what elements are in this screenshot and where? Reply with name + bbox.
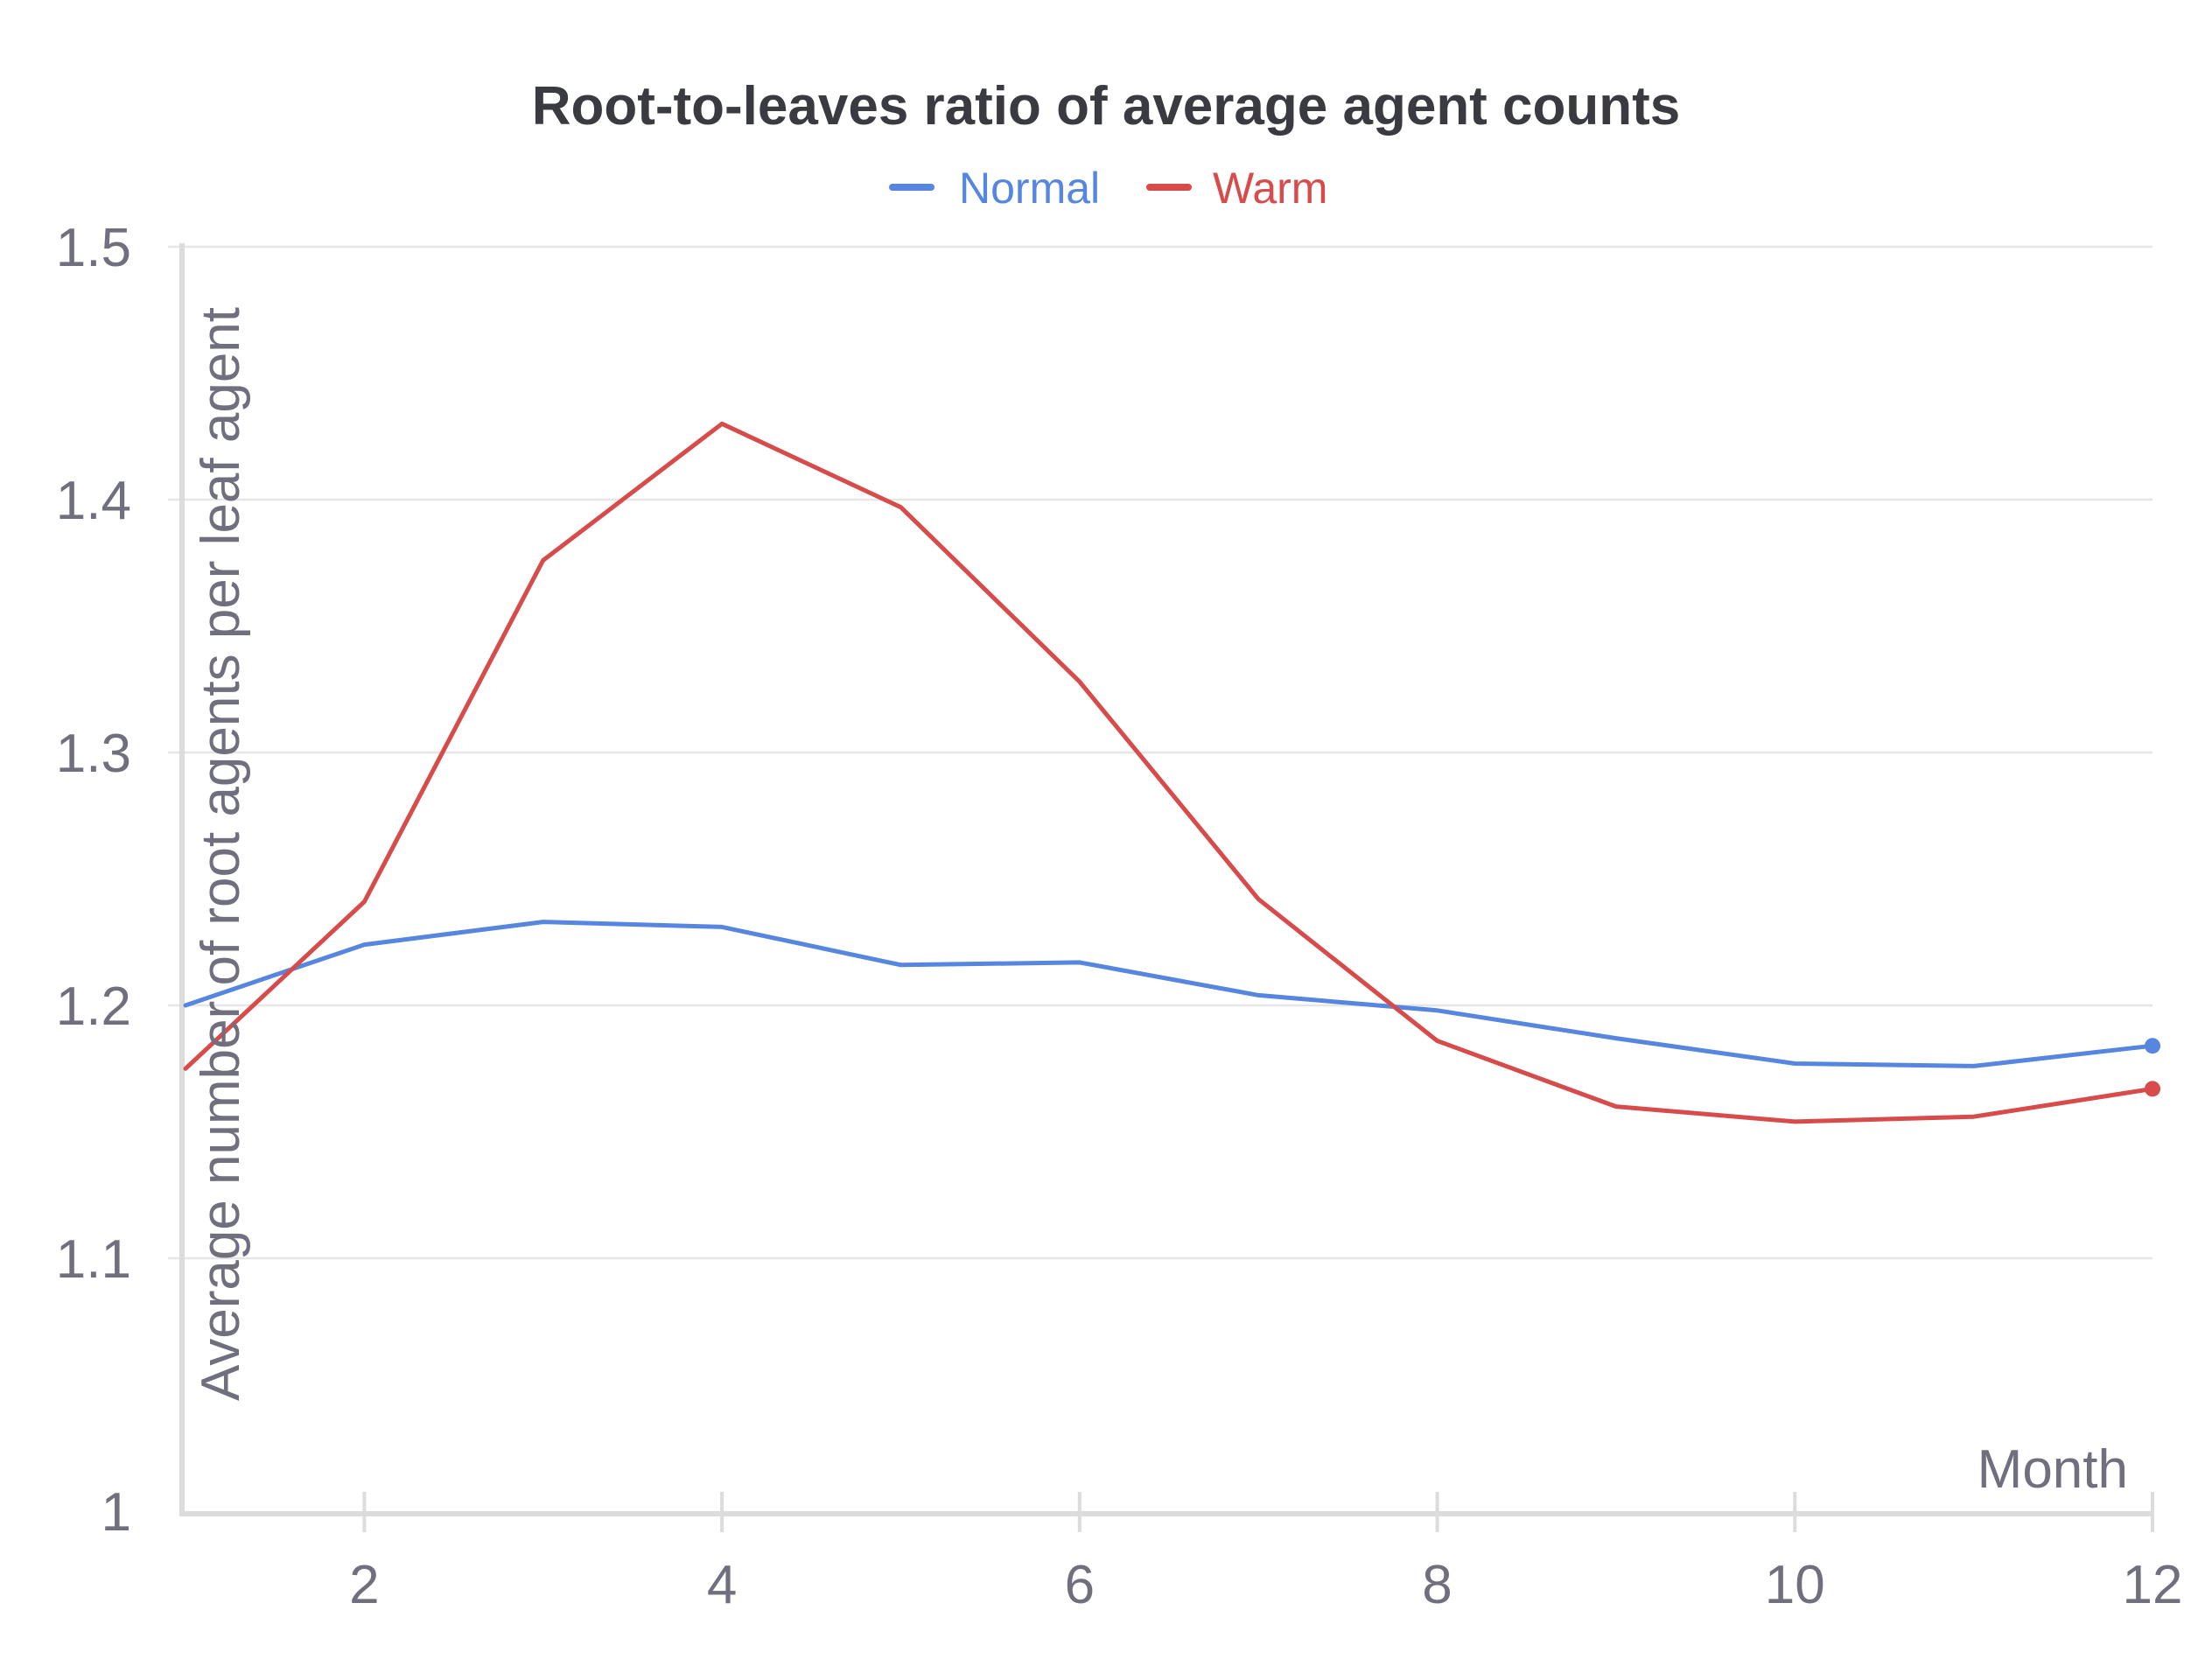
x-tick-label: 6 <box>1065 1555 1095 1615</box>
series-line-normal <box>183 920 2155 1068</box>
legend-label-normal: Normal <box>959 164 1100 213</box>
y-tick-label: 1.1 <box>56 1229 131 1290</box>
x-tick-label: 4 <box>707 1555 737 1615</box>
x-tick-label: 10 <box>1765 1555 1825 1615</box>
legend-label-warm: Warm <box>1213 164 1327 213</box>
x-axis-title: Month <box>1978 1439 2128 1500</box>
axes: 1 1.1 1.2 1.3 1.4 1.5 2 4 6 8 10 12 <box>56 218 2183 1615</box>
series-lines <box>183 421 2160 1124</box>
series-line-warm <box>183 421 2155 1124</box>
legend: Normal Warm <box>889 164 1327 213</box>
y-tick-label: 1.2 <box>56 976 131 1037</box>
y-tick-label: 1.4 <box>56 471 131 531</box>
series-end-point-normal <box>2145 1038 2160 1054</box>
y-tick-label: 1.3 <box>56 724 131 784</box>
series-end-point-warm <box>2145 1081 2160 1097</box>
y-tick-label: 1 <box>102 1482 131 1543</box>
x-tick-label: 12 <box>2123 1555 2183 1615</box>
gridlines <box>168 245 2152 1260</box>
chart-title: Root-to-leaves ratio of average agent co… <box>532 76 1681 136</box>
x-tick-label: 2 <box>349 1555 379 1615</box>
y-axis-title: Average number of root agents per leaf a… <box>191 307 251 1401</box>
x-tick-label: 8 <box>1422 1555 1452 1615</box>
y-tick-label: 1.5 <box>56 218 131 278</box>
